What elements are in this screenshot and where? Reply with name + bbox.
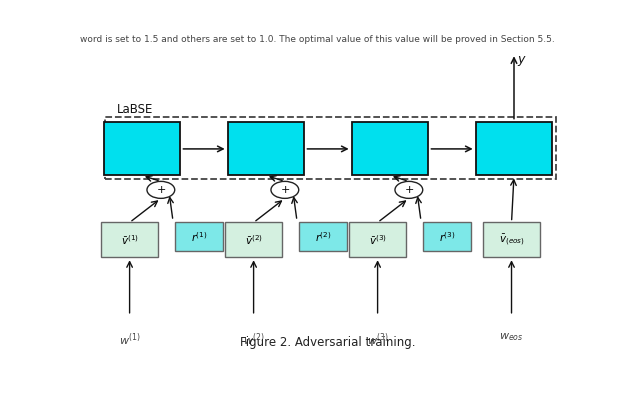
- Text: $+$: $+$: [404, 184, 414, 195]
- Bar: [351, 123, 428, 175]
- Text: word is set to 1.5 and others are set to 1.0. The optimal value of this value wi: word is set to 1.5 and others are set to…: [80, 35, 555, 44]
- Bar: [101, 223, 158, 257]
- Text: $\bar{v}^{(1)}$: $\bar{v}^{(1)}$: [121, 233, 138, 247]
- Text: $r^{(2)}$: $r^{(2)}$: [315, 230, 332, 244]
- Bar: [349, 223, 406, 257]
- Text: $\bar{v}_{(eos)}$: $\bar{v}_{(eos)}$: [499, 232, 525, 248]
- Bar: [105, 117, 556, 179]
- Bar: [228, 123, 305, 175]
- Text: $w^{(3)}$: $w^{(3)}$: [367, 331, 388, 348]
- Text: $\bar{v}^{(3)}$: $\bar{v}^{(3)}$: [369, 233, 387, 247]
- Bar: [300, 223, 347, 251]
- Text: LaBSE: LaBSE: [117, 102, 154, 115]
- Text: $w_{eos}$: $w_{eos}$: [499, 331, 524, 343]
- Circle shape: [395, 181, 423, 198]
- Circle shape: [271, 181, 299, 198]
- Text: y: y: [518, 53, 525, 66]
- Bar: [225, 223, 282, 257]
- Text: $r^{(3)}$: $r^{(3)}$: [439, 230, 455, 244]
- Text: $w^{(1)}$: $w^{(1)}$: [118, 331, 141, 348]
- Text: $+$: $+$: [280, 184, 290, 195]
- Text: Figure 2. Adversarial training.: Figure 2. Adversarial training.: [240, 336, 416, 349]
- Text: $+$: $+$: [156, 184, 166, 195]
- Bar: [104, 123, 180, 175]
- Text: $w^{(2)}$: $w^{(2)}$: [243, 331, 264, 348]
- Bar: [483, 223, 540, 257]
- Bar: [175, 223, 223, 251]
- Bar: [476, 123, 552, 175]
- Circle shape: [147, 181, 175, 198]
- Text: $\bar{v}^{(2)}$: $\bar{v}^{(2)}$: [244, 233, 262, 247]
- Bar: [424, 223, 470, 251]
- Text: $r^{(1)}$: $r^{(1)}$: [191, 230, 207, 244]
